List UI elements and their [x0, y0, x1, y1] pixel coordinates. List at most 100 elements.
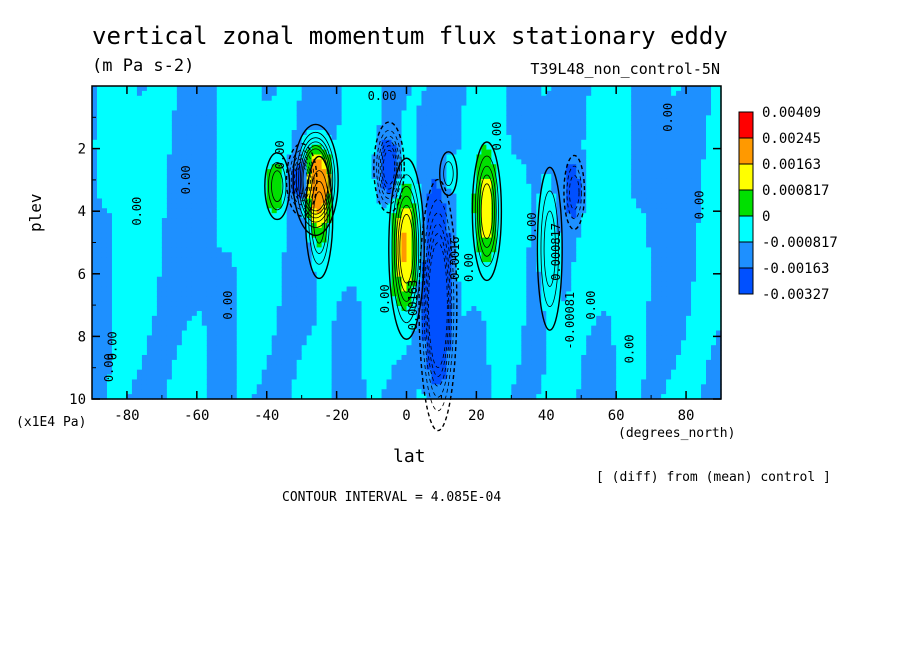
- contour-line: [381, 145, 397, 190]
- contour-label: 0.000817: [549, 223, 563, 281]
- contour-line: [382, 149, 396, 185]
- contour-line: [421, 199, 455, 412]
- x-tick-label: 40: [538, 408, 555, 424]
- contour-line: [295, 165, 308, 194]
- legend-level-label: 0.000817: [762, 183, 829, 199]
- y-tick-label: 2: [78, 142, 86, 158]
- contour-line: [308, 170, 330, 265]
- contour-line: [474, 155, 499, 267]
- contour-line: [423, 212, 453, 398]
- contour-line: [310, 181, 328, 254]
- contour-line: [285, 142, 318, 217]
- contour-line: [418, 178, 458, 432]
- x-axis-label: lat: [393, 446, 426, 467]
- contour-line: [543, 210, 556, 287]
- contour-line: [478, 174, 495, 248]
- contour-label: 0.00: [368, 89, 397, 103]
- contour-line: [540, 190, 559, 307]
- y-axis-units: (x1E4 Pa): [16, 415, 87, 430]
- legend-level-label: -0.00163: [762, 261, 829, 277]
- legend-level-label: -0.00327: [762, 287, 829, 303]
- contour-line: [439, 151, 458, 197]
- legend-swatch: [738, 267, 754, 295]
- contour-label: 0.00: [130, 197, 144, 226]
- contour-line: [293, 162, 310, 198]
- contour-line: [292, 158, 311, 202]
- x-tick-label: 20: [468, 408, 485, 424]
- contour-label: 0.00: [462, 253, 476, 282]
- contour-label: 0.00: [525, 212, 539, 241]
- contour-label: 0.00: [378, 284, 392, 313]
- legend-swatch: [738, 241, 754, 269]
- contour-label: 0.00: [693, 190, 707, 219]
- y-tick-label: 4: [78, 204, 86, 220]
- contour-label: 0.00: [179, 165, 193, 194]
- chart-title: vertical zonal momentum flux stationary …: [92, 22, 728, 50]
- contour-label: 0.00: [584, 291, 598, 320]
- contour-line: [480, 183, 493, 240]
- y-tick-label: 8: [78, 329, 86, 345]
- contour-line: [379, 140, 399, 195]
- contour-line: [299, 141, 332, 219]
- contour-line: [302, 148, 329, 212]
- contour-line: [271, 170, 284, 202]
- contour-line: [288, 149, 315, 210]
- contour-line: [292, 123, 339, 237]
- contour-line: [428, 242, 448, 368]
- x-tick-label: 80: [678, 408, 695, 424]
- legend-swatch: [738, 163, 754, 191]
- contour-label: 0.00: [623, 334, 637, 363]
- contour-line: [378, 135, 400, 199]
- contour-line: [397, 204, 416, 293]
- contour-line: [373, 121, 405, 214]
- contour-label: 0.00: [490, 122, 504, 151]
- legend-level-label: 0.00409: [762, 105, 821, 121]
- contour-line: [393, 185, 420, 312]
- y-tick-label: 10: [69, 392, 86, 408]
- contour-label: 0.00: [102, 353, 116, 382]
- contour-line: [426, 233, 450, 377]
- contour-line: [313, 191, 326, 244]
- legend-swatch: [738, 189, 754, 217]
- contour-line: [566, 165, 582, 220]
- x-tick-label: -40: [254, 408, 279, 424]
- contour-line: [471, 141, 503, 282]
- run-label: T39L48_non_control-5N: [530, 60, 720, 78]
- contour-line: [395, 195, 418, 302]
- contour-line: [425, 223, 451, 387]
- legend-swatch: [738, 215, 754, 243]
- contour-line: [536, 166, 563, 331]
- x-axis-units: (degrees_north): [618, 426, 736, 441]
- legend-swatch: [738, 137, 754, 165]
- contour-line: [443, 161, 454, 187]
- contour-line: [569, 174, 580, 210]
- legend-level-label: 0: [762, 209, 770, 225]
- x-tick-label: -80: [114, 408, 139, 424]
- x-tick-label: -20: [324, 408, 349, 424]
- diff-note: [ (diff) from (mean) control ]: [596, 470, 831, 485]
- contour-line: [298, 137, 334, 223]
- contour-label: 0.0016: [448, 236, 462, 279]
- contour-line: [376, 129, 402, 205]
- contour-line: [477, 165, 497, 257]
- contour-line: [290, 154, 313, 206]
- legend-level-label: 0.00163: [762, 157, 821, 173]
- x-tick-label: 0: [402, 408, 410, 424]
- contour-interval: CONTOUR INTERVAL = 4.085E-04: [282, 490, 502, 505]
- legend-level-label: 0.00245: [762, 131, 821, 147]
- contour-label: 0.00: [661, 103, 675, 132]
- contour-line: [399, 214, 414, 284]
- legend-level-label: -0.000817: [762, 235, 838, 251]
- contour-label: 0.00: [273, 140, 287, 169]
- contour-label: 0.00: [221, 291, 235, 320]
- contour-label: 0.00: [105, 331, 119, 360]
- x-tick-label: -60: [184, 408, 209, 424]
- legend-swatch: [738, 111, 754, 139]
- contour-line: [304, 155, 334, 280]
- contour-label: 0.00163: [406, 280, 420, 331]
- contour-line: [563, 154, 586, 231]
- contour-label: -0.00081: [563, 292, 577, 350]
- x-tick-label: 60: [608, 408, 625, 424]
